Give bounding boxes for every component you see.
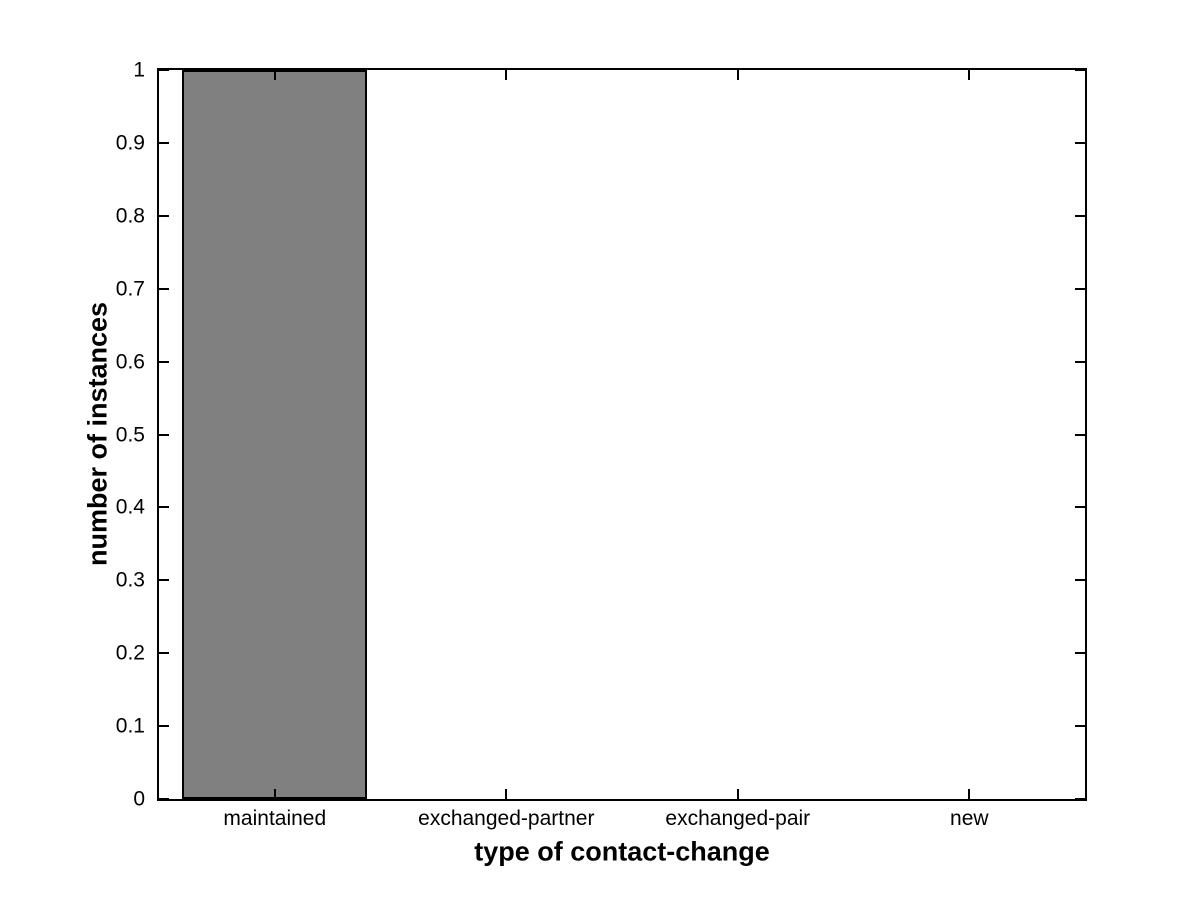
y-tick-right bbox=[1075, 433, 1085, 436]
y-tick-right bbox=[1075, 287, 1085, 290]
y-tick-label: 0.3 bbox=[115, 568, 145, 592]
y-tick-label: 0.4 bbox=[115, 495, 145, 519]
y-tick-right bbox=[1075, 798, 1085, 800]
bar-maintained bbox=[182, 70, 368, 799]
x-tick-label: exchanged-partner bbox=[418, 807, 595, 830]
y-tick-label: 1 bbox=[133, 58, 145, 82]
y-tick-label: 0.9 bbox=[115, 131, 145, 155]
x-tick-bottom bbox=[968, 789, 971, 799]
y-tick-left bbox=[159, 214, 169, 217]
y-tick-right bbox=[1075, 652, 1085, 655]
y-tick-left bbox=[159, 798, 169, 800]
y-tick-label: 0.2 bbox=[115, 641, 145, 665]
y-tick-label: 0.7 bbox=[115, 277, 145, 301]
y-tick-label: 0.5 bbox=[115, 423, 145, 446]
y-tick-left bbox=[159, 579, 169, 582]
x-axis-label: type of contact-change bbox=[474, 836, 770, 867]
y-tick-left bbox=[159, 287, 169, 290]
y-tick-label: 0.1 bbox=[115, 714, 145, 738]
x-tick-top bbox=[736, 70, 739, 80]
x-tick-bottom bbox=[505, 789, 508, 799]
y-tick-left bbox=[159, 141, 169, 144]
y-tick-right bbox=[1075, 214, 1085, 217]
y-tick-right bbox=[1075, 360, 1085, 363]
x-tick-top bbox=[273, 70, 276, 80]
y-tick-left bbox=[159, 652, 169, 655]
y-tick-label: 0.6 bbox=[115, 350, 145, 374]
y-tick-left bbox=[159, 725, 169, 728]
y-tick-left bbox=[159, 506, 169, 509]
y-tick-right bbox=[1075, 579, 1085, 582]
y-tick-label: 0 bbox=[133, 787, 145, 811]
y-tick-left bbox=[159, 360, 169, 363]
x-tick-top bbox=[505, 70, 508, 80]
y-tick-right bbox=[1075, 725, 1085, 728]
y-tick-right bbox=[1075, 141, 1085, 144]
y-tick-left bbox=[159, 433, 169, 436]
x-tick-label: exchanged-pair bbox=[665, 807, 811, 830]
x-tick-top bbox=[968, 70, 971, 80]
y-tick-right bbox=[1075, 69, 1085, 71]
x-tick-bottom bbox=[736, 789, 739, 799]
x-tick-bottom bbox=[273, 789, 276, 799]
x-tick-label: new bbox=[950, 807, 989, 830]
x-tick-label: maintained bbox=[223, 807, 327, 830]
y-tick-right bbox=[1075, 506, 1085, 509]
y-tick-label: 0.8 bbox=[115, 204, 145, 228]
y-tick-left bbox=[159, 69, 169, 71]
plot-area bbox=[157, 68, 1087, 801]
y-axis-label: number of instances bbox=[82, 301, 113, 567]
